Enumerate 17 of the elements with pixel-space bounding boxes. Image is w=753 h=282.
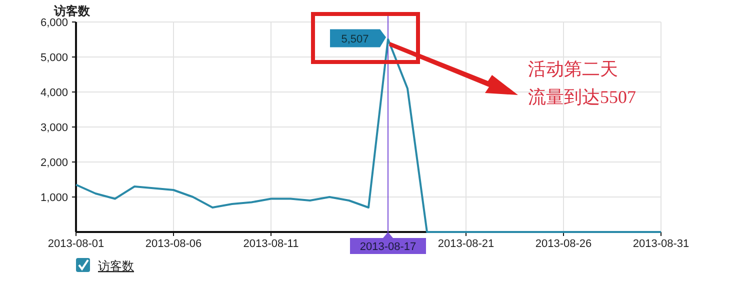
x-tick-label: 2013-08-21 <box>438 238 494 250</box>
legend-label: 访客数 <box>98 259 134 273</box>
x-tick-label: 2013-08-11 <box>243 238 299 250</box>
x-tick-label: 2013-08-01 <box>48 238 104 250</box>
x-tick-label: 2013-08-06 <box>145 238 202 250</box>
y-tick-label: 1,000 <box>40 192 68 204</box>
x-tick-label: 2013-08-26 <box>535 238 592 250</box>
y-tick-label: 5,000 <box>40 52 68 64</box>
x-tick-label: 2013-08-31 <box>632 238 690 250</box>
ref-line-label: 2013-08-17 <box>360 241 416 253</box>
y-axis-title: 访客数 <box>53 4 91 18</box>
data-label: 5,507 <box>341 33 369 46</box>
y-tick-label: 6,000 <box>40 17 68 29</box>
y-tick-label: 4,000 <box>40 87 68 99</box>
y-tick-label: 3,000 <box>40 122 68 134</box>
y-tick-label: 2,000 <box>40 157 68 169</box>
annotation: 活动第二天流量到达5507 <box>528 59 636 107</box>
